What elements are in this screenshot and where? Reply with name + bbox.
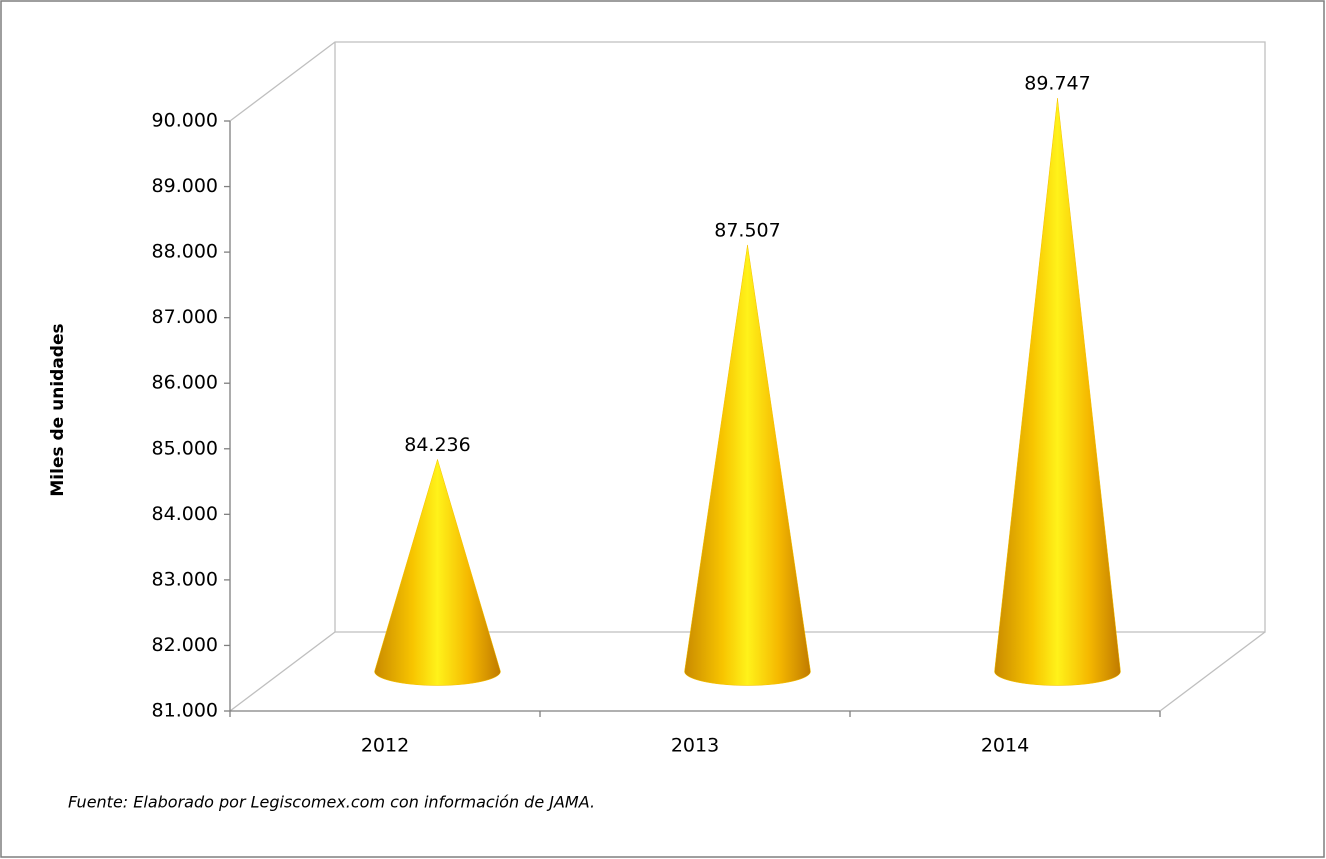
y-tick-label: 83.000 [152,568,218,590]
y-tick-label: 82.000 [152,634,218,656]
x-tick-label: 2014 [981,735,1029,757]
value-label: 89.747 [1024,73,1090,95]
y-tick-label: 81.000 [152,700,218,722]
value-label: 87.507 [714,219,780,241]
y-tick-label: 88.000 [152,241,218,263]
cone [994,98,1121,686]
y-tick-label: 89.000 [152,175,218,197]
y-tick-label: 84.000 [152,503,218,525]
cone [684,244,811,686]
y-axis-label: Miles de unidades [48,323,68,496]
cone [374,458,501,686]
y-tick-label: 86.000 [152,372,218,394]
y-tick-label: 85.000 [152,437,218,459]
source-note: Fuente: Elaborado por Legiscomex.com con… [68,793,595,812]
x-tick-label: 2012 [361,735,409,757]
x-tick-label: 2013 [671,735,719,757]
value-label: 84.236 [404,434,470,456]
y-tick-label: 90.000 [152,110,218,132]
y-tick-label: 87.000 [152,306,218,328]
walls [229,41,1266,712]
